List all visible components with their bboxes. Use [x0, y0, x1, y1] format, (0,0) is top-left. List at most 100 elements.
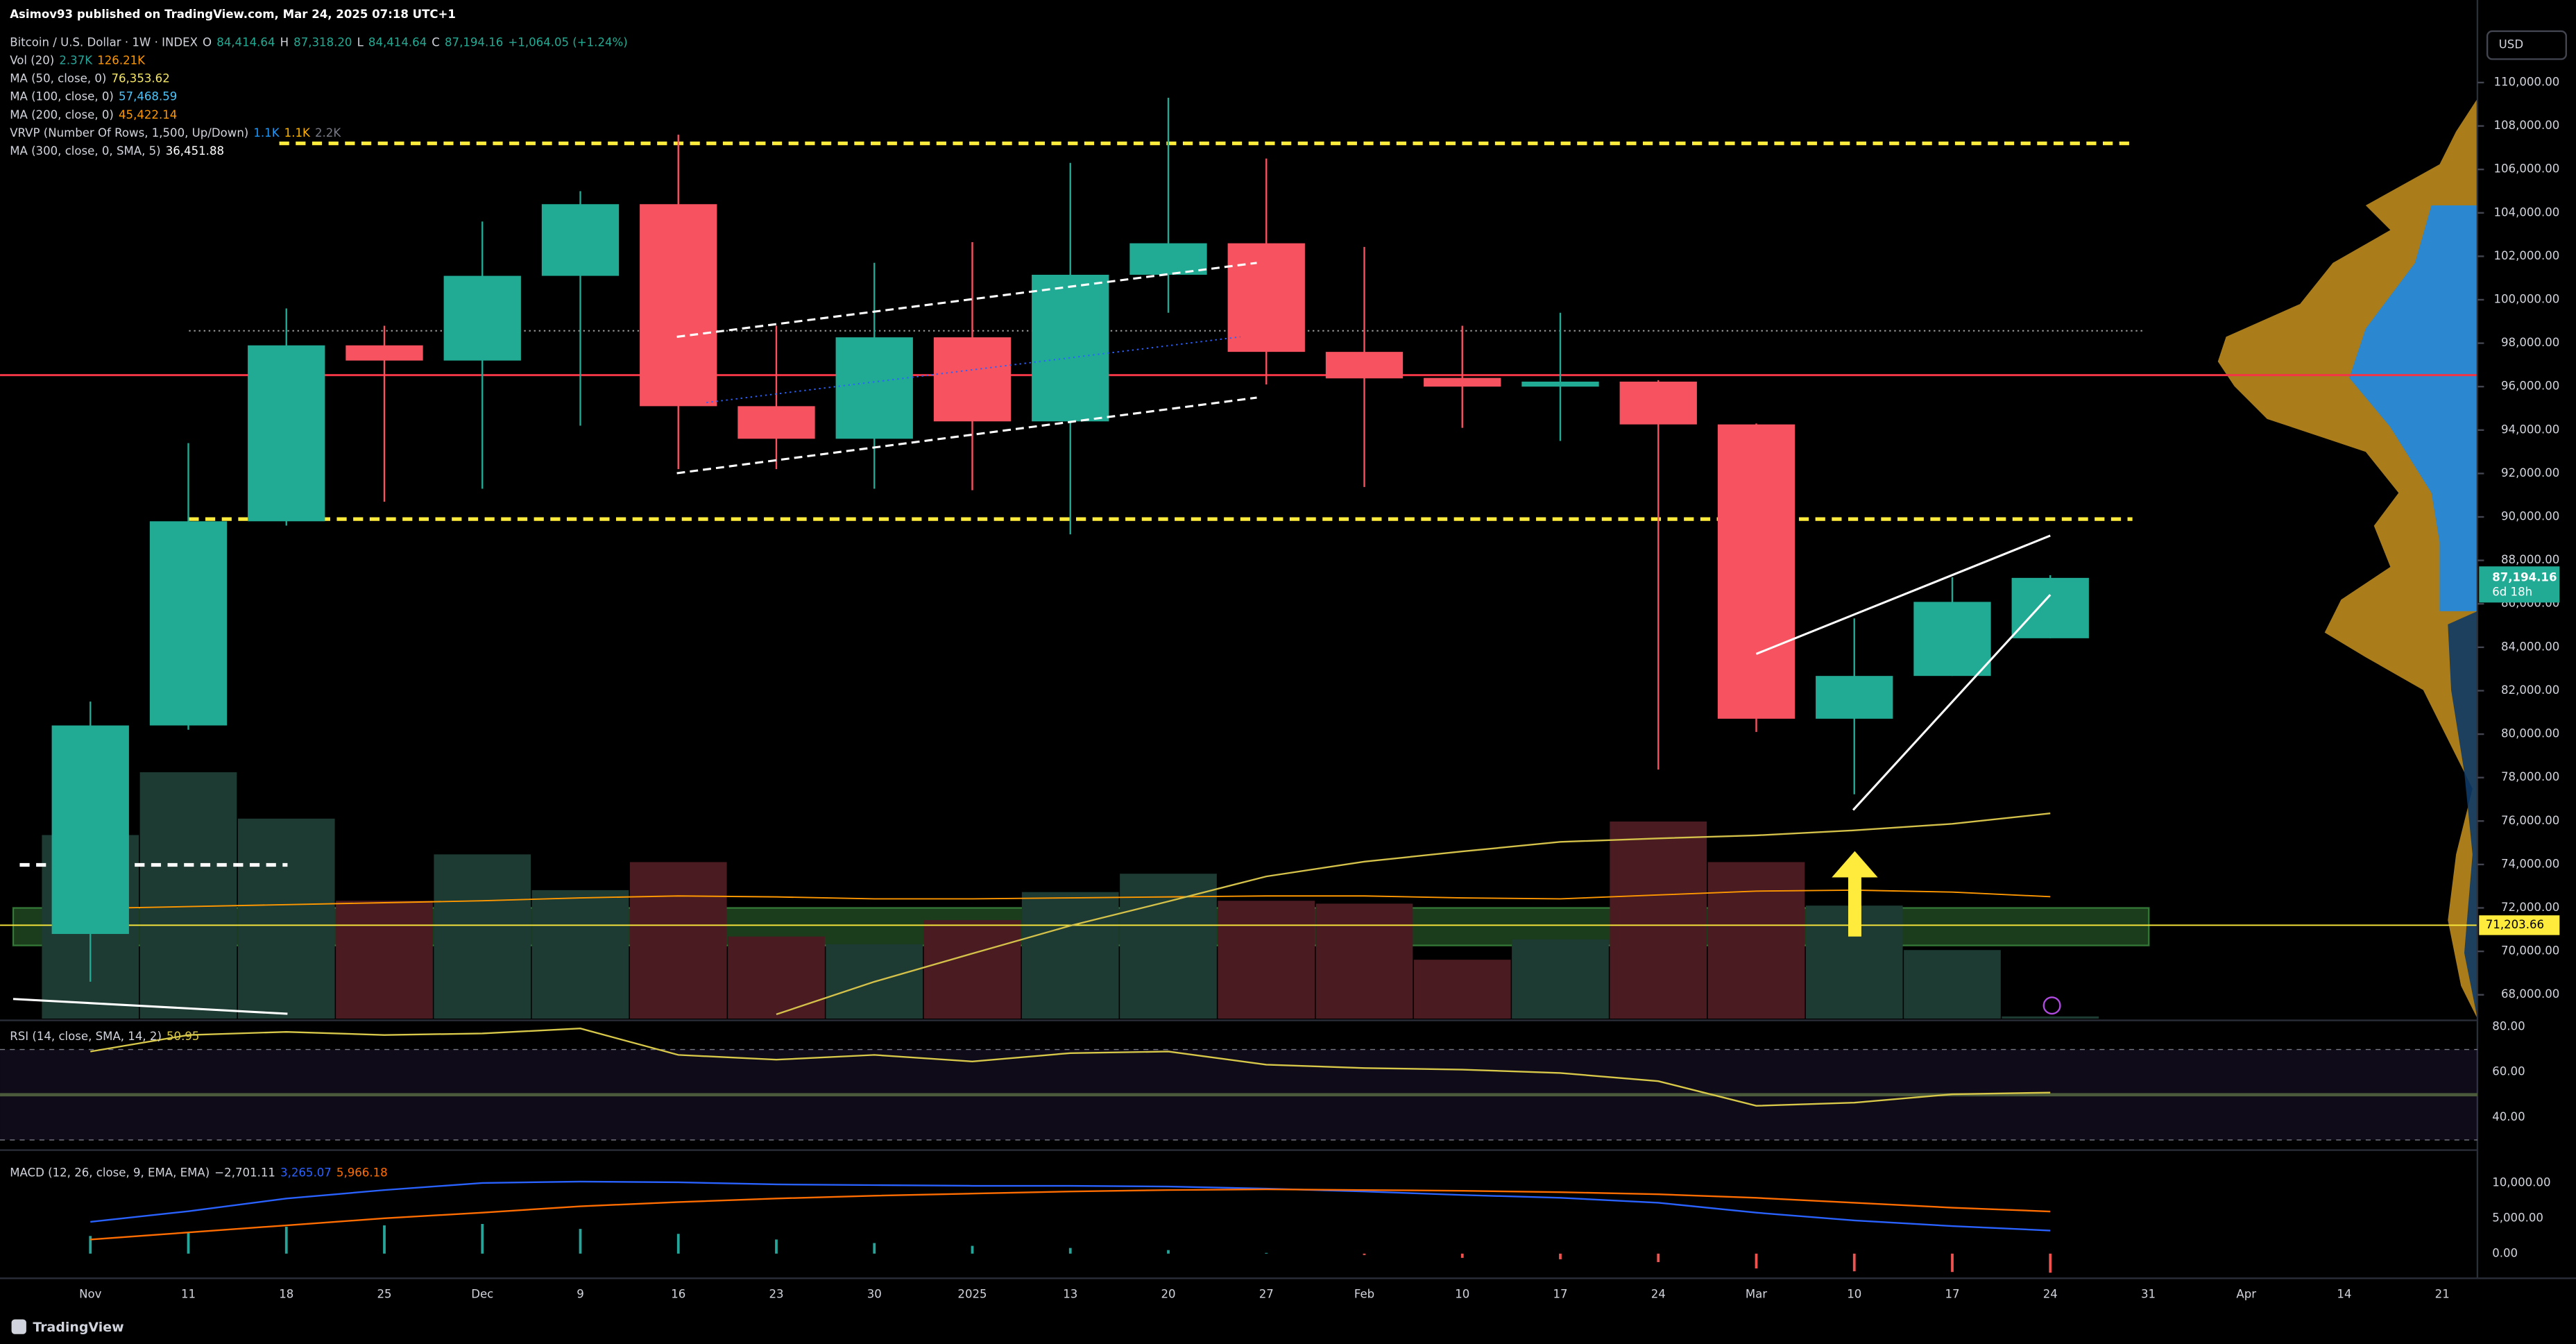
last-price-label: 87,194.16 [2492, 570, 2557, 584]
candle-body [933, 337, 1012, 422]
arrow [1832, 851, 1878, 937]
candle-body [835, 337, 913, 439]
y-tick-label: 78,000.00 [2501, 770, 2559, 783]
indicator-name: MA (100, close, 0) [10, 90, 114, 103]
indicator-value: 2.37K [59, 53, 93, 67]
macd-histogram-bar [1460, 1253, 1464, 1258]
indicator-value: 1.1K [253, 126, 280, 139]
candle-body [1424, 377, 1501, 387]
macd-name: MACD (12, 26, close, 9, EMA, EMA) [10, 1166, 210, 1179]
currency-button[interactable] [2486, 30, 2567, 60]
x-tick-label: 23 [769, 1287, 783, 1300]
brand: TradingView [11, 1319, 124, 1335]
channel-line [676, 262, 1257, 338]
drawings [12, 262, 2061, 1015]
legend-row: Bitcoin / U.S. Dollar · 1W · INDEX O 84,41… [10, 35, 628, 49]
macd-line [90, 1180, 2051, 1232]
y-tick-label: 72,000.00 [2501, 901, 2559, 914]
channel-line [676, 396, 1257, 475]
candle-body [51, 725, 129, 935]
macd-histogram-bar [775, 1239, 778, 1254]
macd-histogram-bar [1068, 1248, 1072, 1254]
rsi-tick-label: 60.00 [2492, 1065, 2525, 1078]
candle-body [1913, 602, 1991, 677]
candle-body [737, 406, 815, 439]
y-tick-label: 100,000.00 [2493, 292, 2559, 305]
indicator-value: 45,422.14 [119, 108, 177, 121]
y-tick-label: 80,000.00 [2501, 727, 2559, 740]
x-tick-label: 10 [1847, 1287, 1861, 1300]
macd-histogram-bar [2049, 1253, 2052, 1273]
legend-row: MA (100, close, 0) 57,468.59 [10, 90, 177, 103]
legend-row: MA (50, close, 0) 76,353.62 [10, 71, 170, 85]
y-tick-label: 104,000.00 [2493, 205, 2559, 219]
macd-histogram-bar [1852, 1253, 1856, 1272]
x-tick-label: 14 [2337, 1287, 2351, 1300]
x-tick-label: 27 [1259, 1287, 1274, 1300]
candle-body [1325, 352, 1404, 379]
x-tick-label: 30 [867, 1287, 882, 1300]
y-tick-label: 88,000.00 [2501, 553, 2559, 566]
legend-row: MA (300, close, 0, SMA, 5) 36,451.88 [10, 144, 224, 157]
indicator-name: Vol (20) [10, 53, 54, 67]
macd-histogram-bar [1167, 1250, 1170, 1254]
alert-icon [2042, 996, 2061, 1015]
indicator-value: 76,353.62 [111, 71, 169, 85]
indicator-value: 2.2K [315, 126, 341, 139]
rsi-name: RSI (14, close, SMA, 14, 2) [10, 1030, 162, 1043]
x-tick-label: Mar [1746, 1287, 1767, 1300]
candle-body [640, 204, 717, 407]
macd-histogram-bar [187, 1232, 190, 1254]
level-label: 71,203.66 [2486, 918, 2544, 931]
x-tick-label: 11 [181, 1287, 196, 1300]
macd-histogram-bar [971, 1245, 974, 1254]
y-tick-label: 74,000.00 [2501, 857, 2559, 870]
macd-histogram-bar [1363, 1253, 1366, 1255]
x-tick-label: 10 [1455, 1287, 1469, 1300]
volume-bar [1904, 950, 2001, 1019]
plot-area [0, 97, 2477, 1019]
macd-value: 3,265.07 [280, 1166, 332, 1179]
y-tick-label: 110,000.00 [2493, 75, 2559, 88]
wedge-line [1852, 594, 2052, 811]
ohlc-value: 87,318.20 [293, 35, 352, 49]
price-change: +1,064.05 (+1.24%) [508, 35, 627, 49]
ma50-line [776, 813, 2051, 1016]
legend-row: MA (200, close, 0) 45,422.14 [10, 108, 177, 121]
macd-histogram-bar [284, 1227, 288, 1254]
volume-bar [629, 862, 727, 1019]
x-tick-label: 25 [377, 1287, 391, 1300]
signal-line [90, 1188, 2051, 1241]
macd-histogram-bar [1559, 1253, 1562, 1259]
macd-value: 5,966.18 [336, 1166, 388, 1179]
y-tick-label: 84,000.00 [2501, 640, 2559, 653]
x-tick-label: 21 [2435, 1287, 2450, 1300]
volume-bar [1218, 901, 1315, 1019]
countdown-label: 6d 18h [2492, 586, 2532, 599]
macd-histogram-bar [579, 1229, 582, 1254]
ohlc-label: C [432, 35, 440, 49]
macd-tick-label: 5,000.00 [2492, 1211, 2543, 1224]
brand-text: TradingView [33, 1320, 123, 1335]
y-tick-label: 92,000.00 [2501, 466, 2559, 479]
rsi-tick-label: 80.00 [2492, 1019, 2525, 1032]
ohlc-value: 84,414.64 [216, 35, 275, 49]
macd-legend: MACD (12, 26, close, 9, EMA, EMA) −2,701.… [10, 1166, 387, 1179]
x-tick-label: Dec [471, 1287, 493, 1300]
x-tick-label: 13 [1063, 1287, 1077, 1300]
volume-bar [1120, 874, 1217, 1019]
y-tick-label: 108,000.00 [2493, 119, 2559, 132]
macd-histogram-bar [1951, 1253, 1954, 1273]
volume-profile [2217, 99, 2477, 1019]
volume-bar [434, 854, 531, 1019]
macd-value: −2,701.11 [214, 1166, 275, 1179]
currency[interactable]: USD [2499, 38, 2523, 51]
rsi-legend: RSI (14, close, SMA, 14, 2) 50.95 [10, 1030, 199, 1043]
indicator-name: MA (50, close, 0) [10, 71, 106, 85]
macd-tick-label: 10,000.00 [2492, 1175, 2550, 1189]
indicator-value: 36,451.88 [166, 144, 224, 157]
x-tick-label: 17 [1553, 1287, 1567, 1300]
x-tick-label: 20 [1161, 1287, 1175, 1300]
ohlc-label: L [357, 35, 364, 49]
level-tag [2479, 915, 2560, 935]
